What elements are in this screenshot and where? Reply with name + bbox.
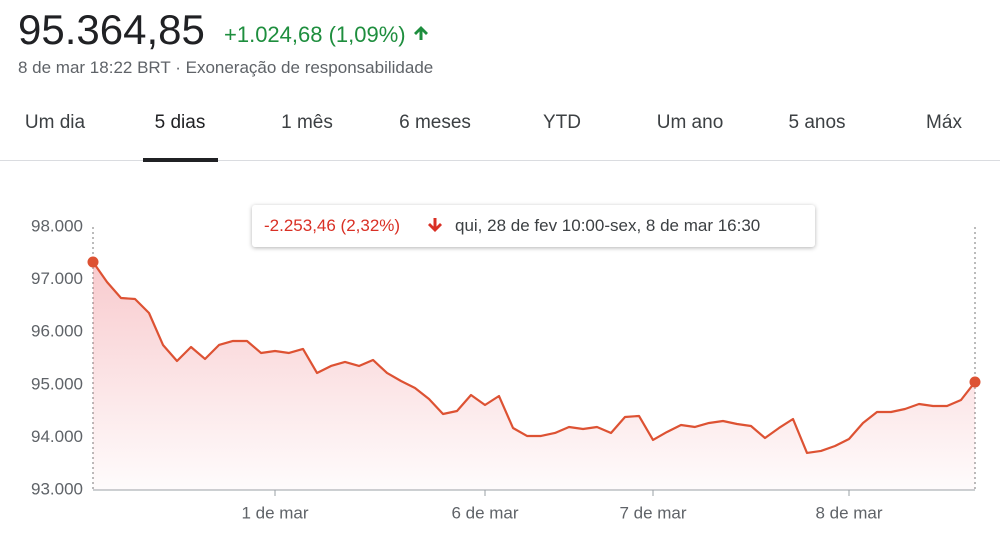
change-text: +1.024,68 (1,09%) <box>224 22 406 47</box>
disclaimer[interactable]: Exoneração de responsabilidade <box>185 58 434 77</box>
x-tick-label: 7 de mar <box>619 503 686 522</box>
end-dot <box>969 376 981 388</box>
timestamp: 8 de mar 18:22 BRT <box>18 58 171 77</box>
meta: 8 de mar 18:22 BRT · Exoneração de respo… <box>18 58 433 78</box>
tab[interactable]: 1 mês <box>281 112 333 133</box>
tooltip-change: -2.253,46 (2,32%) <box>264 216 401 235</box>
tab[interactable]: 5 dias <box>154 112 206 133</box>
tab-divider <box>0 160 1000 161</box>
y-tick-label: 97.000 <box>31 269 83 288</box>
up-arrow <box>413 26 428 40</box>
tooltip: -2.253,46 (2,32%) qui, 28 de fev 10:00-s… <box>252 205 815 247</box>
x-tick-label: 1 de mar <box>241 503 308 522</box>
tab-underline <box>143 158 218 162</box>
tab[interactable]: YTD <box>543 112 581 133</box>
y-tick-label: 94.000 <box>31 427 83 446</box>
tab[interactable]: Um ano <box>656 112 724 133</box>
price-line <box>92 261 976 455</box>
tab[interactable]: 5 anos <box>788 112 846 133</box>
x-tick-label: 6 de mar <box>451 503 518 522</box>
price: 95.364,85 <box>18 6 205 53</box>
tab[interactable]: 6 meses <box>399 112 471 133</box>
tab[interactable]: Um dia <box>24 112 86 133</box>
tab[interactable]: Máx <box>926 112 962 133</box>
end-dot <box>87 256 99 268</box>
y-tick-label: 98.000 <box>31 216 83 235</box>
tooltip-range: qui, 28 de fev 10:00-sex, 8 de mar 16:30 <box>455 216 761 235</box>
area <box>93 261 975 490</box>
down-arrow <box>428 218 442 232</box>
y-tick-label: 96.000 <box>31 322 83 341</box>
y-tick-label: 95.000 <box>31 374 83 393</box>
x-tick-label: 8 de mar <box>815 503 882 522</box>
price-change: +1.024,68 (1,09%) <box>224 22 430 48</box>
separator: · <box>175 58 181 77</box>
y-tick-label: 93.000 <box>31 479 83 498</box>
